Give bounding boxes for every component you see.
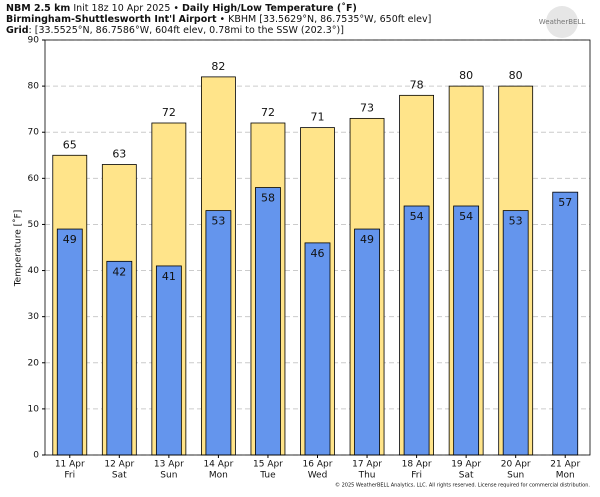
x-tick-label: 17 Apr — [352, 460, 382, 470]
y-tick-label: 50 — [28, 220, 40, 230]
bar — [354, 228, 380, 456]
x-tick-label: Tue — [259, 471, 276, 481]
station: Birmingham-Shuttlesworth Int'l Airport — [6, 14, 217, 25]
x-tick-label: Fri — [64, 471, 75, 481]
value-label: 57 — [558, 196, 572, 209]
logo-mark — [546, 6, 578, 38]
bar — [552, 191, 579, 456]
grid-info: : [33.5525°N, 86.7586°W, 604ft elev, 0.7… — [29, 25, 344, 36]
value-label: 65 — [63, 138, 77, 151]
bar — [205, 210, 232, 456]
x-tick-label: 16 Apr — [303, 460, 333, 470]
y-tick-label: 30 — [28, 312, 40, 322]
x-tick-label: Sat — [112, 471, 127, 481]
value-label: 82 — [211, 60, 225, 73]
x-tick-label: 14 Apr — [203, 460, 233, 470]
y-tick-label: 20 — [28, 358, 40, 368]
y-tick-label: 80 — [28, 82, 40, 92]
x-tick-label: 20 Apr — [501, 460, 531, 470]
value-label: 73 — [360, 101, 374, 114]
header-line: Birmingham-Shuttlesworth Int'l Airport •… — [6, 14, 431, 25]
footer: © 2025 WeatherBELL Analytics, LLC. All r… — [335, 482, 590, 489]
value-label: 42 — [112, 265, 126, 278]
header-line: Grid: [33.5525°N, 86.7586°W, 604ft elev,… — [6, 25, 344, 36]
bar — [155, 265, 182, 456]
chart-title: Daily High/Low Temperature (˚F) — [182, 3, 357, 14]
value-label: 46 — [311, 247, 325, 260]
y-tick-label: 70 — [28, 128, 40, 138]
value-label: 80 — [509, 69, 523, 82]
value-label: 63 — [112, 148, 126, 161]
value-label: 80 — [459, 69, 473, 82]
value-label: 49 — [360, 233, 374, 246]
station-info: • KBHM [33.5629°N, 86.7535°W, 650ft elev… — [220, 14, 432, 25]
x-tick-label: 12 Apr — [104, 460, 134, 470]
init: Init 18z 10 Apr 2025 • — [73, 3, 179, 14]
x-tick-label: 18 Apr — [402, 460, 432, 470]
y-axis-label: Temperature [˚F] — [13, 210, 24, 288]
x-tick-label: Fri — [411, 471, 422, 481]
model: NBM 2.5 km — [6, 3, 70, 14]
x-tick-label: Mon — [556, 471, 575, 481]
x-tick-label: Wed — [308, 471, 328, 481]
y-tick-label: 40 — [28, 266, 40, 276]
bar — [255, 187, 281, 456]
value-label: 41 — [162, 270, 176, 283]
bar — [304, 242, 331, 456]
bar — [106, 260, 133, 456]
value-label: 53 — [509, 215, 523, 228]
bar — [403, 205, 430, 456]
plot-border — [44, 39, 591, 456]
x-tick-label: Thu — [358, 471, 376, 481]
y-tick-label: 60 — [28, 174, 40, 184]
grid-label: Grid — [6, 25, 29, 36]
value-label: 58 — [261, 192, 275, 205]
header-line: NBM 2.5 km Init 18z 10 Apr 2025 • Daily … — [6, 3, 357, 14]
x-tick-label: 15 Apr — [253, 460, 283, 470]
value-label: 71 — [311, 111, 325, 124]
x-tick-label: 21 Apr — [550, 460, 580, 470]
x-tick-label: Sun — [507, 471, 524, 481]
value-label: 54 — [410, 210, 424, 223]
y-tick-label: 90 — [28, 36, 40, 46]
x-tick-label: 11 Apr — [55, 460, 85, 470]
value-label: 78 — [410, 78, 424, 91]
bar — [56, 228, 83, 456]
bar — [502, 210, 529, 456]
value-label: 53 — [211, 215, 225, 228]
x-tick-label: Mon — [209, 471, 228, 481]
y-tick-label: 10 — [28, 404, 40, 414]
y-tick-label: 0 — [33, 451, 39, 461]
value-label: 72 — [162, 106, 176, 119]
x-tick-label: 19 Apr — [451, 460, 481, 470]
x-tick-label: Sun — [160, 471, 177, 481]
value-label: 72 — [261, 106, 275, 119]
x-tick-label: 13 Apr — [154, 460, 184, 470]
bar — [453, 205, 480, 456]
x-tick-label: Sat — [459, 471, 474, 481]
logo: WeatherBELL — [539, 18, 586, 26]
value-label: 49 — [63, 233, 77, 246]
value-label: 54 — [459, 210, 473, 223]
